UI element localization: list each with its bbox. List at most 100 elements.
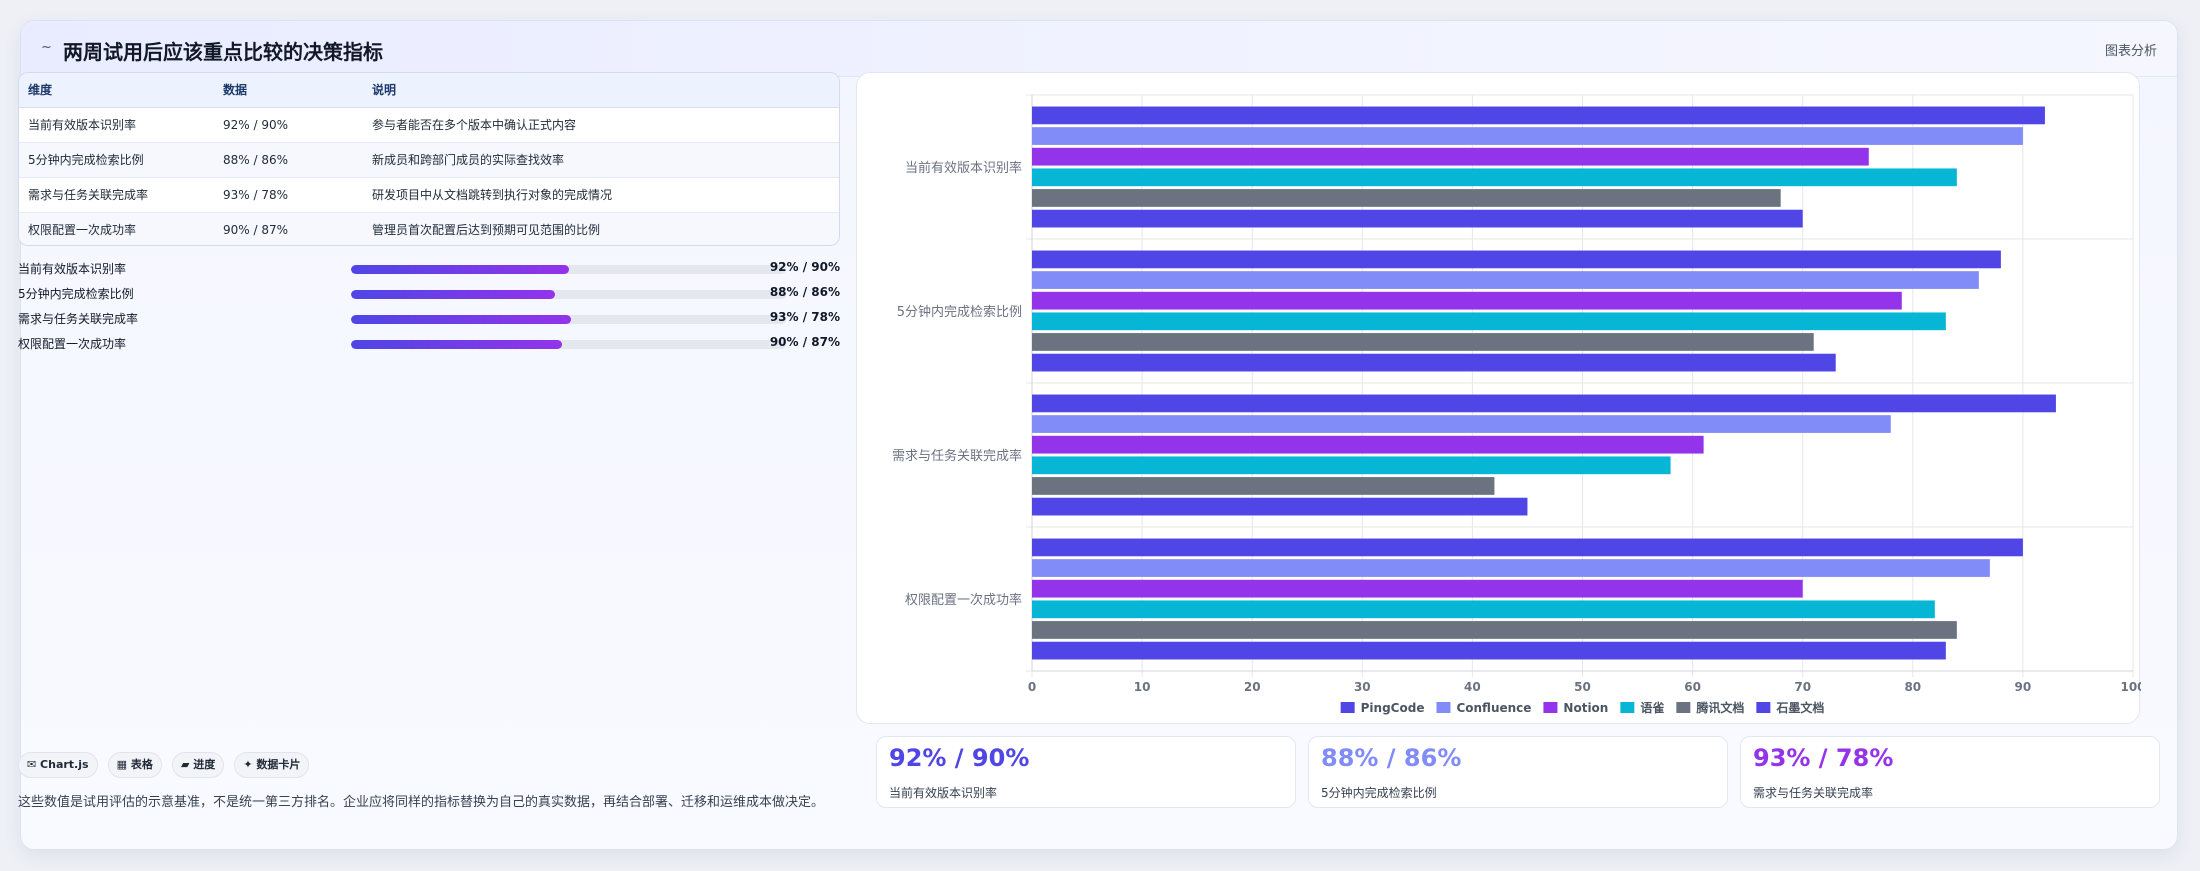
legend-label: 石墨文档	[1775, 700, 1824, 715]
stat-card: 92% / 90% 当前有效版本识别率	[876, 736, 1296, 808]
tag-data-card[interactable]: ✦ 数据卡片	[234, 752, 310, 778]
bar	[1032, 415, 1891, 433]
tag-progress[interactable]: ▰ 进度	[171, 752, 225, 778]
stat-label: 当前有效版本识别率	[889, 786, 998, 800]
bar	[1032, 353, 1836, 372]
bar	[1032, 168, 1957, 187]
progress-track	[351, 265, 786, 274]
bar	[1032, 559, 1990, 577]
stat-label: 5分钟内完成检索比例	[1321, 786, 1437, 800]
progress-fill	[351, 265, 569, 274]
tag-list: ✉ Chart.js ▦ 表格 ▰ 进度 ✦ 数据卡片	[18, 752, 314, 780]
legend-label: Confluence	[1456, 701, 1531, 715]
progress-track	[351, 290, 786, 299]
chart-panel: 0 10 20 30 40 50 60 70 80 90 100 当前有效版本识别率 5分钟内完成检索比…	[856, 72, 2141, 724]
bar	[1032, 333, 1814, 351]
table-row: 权限配置一次成功率 90% / 87% 管理员首次配置后达到预期可见范围的比例	[19, 212, 839, 245]
bar	[1032, 127, 2023, 145]
bar	[1032, 456, 1671, 475]
y-tick-label: 当前有效版本识别率	[905, 160, 1022, 176]
progress-value: 92% / 90%	[769, 260, 840, 274]
bar	[1032, 291, 1902, 310]
table-cell: 当前有效版本识别率	[19, 107, 214, 143]
progress-label: 需求与任务关联完成率	[18, 312, 139, 326]
progress-list: 当前有效版本识别率 92% / 90% 5分钟内完成检索比例 88% / 86%…	[18, 257, 840, 357]
legend-label: Notion	[1563, 701, 1608, 715]
progress-fill	[351, 290, 556, 299]
table-header-row: 维度 数据 说明	[19, 73, 839, 108]
tag-table[interactable]: ▦ 表格	[107, 752, 162, 778]
table-row: 当前有效版本识别率 92% / 90% 参与者能否在多个版本中确认正式内容	[19, 107, 839, 143]
x-tick-label: 70	[1794, 680, 1811, 694]
progress-value: 90% / 87%	[769, 335, 840, 349]
table-cell: 权限配置一次成功率	[19, 212, 214, 245]
x-tick-label: 50	[1574, 680, 1591, 694]
stat-card: 93% / 78% 需求与任务关联完成率	[1740, 736, 2160, 808]
bar	[1032, 209, 1803, 228]
legend-swatch	[1436, 702, 1451, 713]
bar	[1032, 271, 1979, 289]
x-tick-label: 10	[1134, 680, 1151, 694]
progress-fill	[351, 315, 571, 324]
table-cell: 5分钟内完成检索比例	[19, 142, 214, 178]
bar-chart: 0 10 20 30 40 50 60 70 80 90 100 当前有效版本识别率 5分钟内完成检索比…	[892, 94, 2141, 715]
x-tick-label: 30	[1354, 680, 1371, 694]
x-tick-label: 20	[1244, 680, 1261, 694]
legend-swatch	[1620, 702, 1635, 713]
x-tick-label: 0	[1028, 680, 1036, 694]
table-cell: 研发项目中从文档跳转到执行对象的完成情况	[363, 177, 839, 213]
x-tick-label: 60	[1684, 680, 1701, 694]
page-title: 两周试用后应该重点比较的决策指标	[63, 40, 383, 64]
bar	[1032, 394, 2056, 413]
bar	[1032, 497, 1528, 516]
table-cell: 88% / 86%	[214, 142, 363, 178]
table-cell: 92% / 90%	[214, 107, 363, 143]
bar	[1032, 641, 1946, 660]
bar	[1032, 106, 2045, 125]
bar	[1032, 600, 1935, 619]
stat-card: 88% / 86% 5分钟内完成检索比例	[1308, 736, 1728, 808]
progress-track	[351, 340, 786, 349]
legend-swatch	[1340, 702, 1355, 713]
table-cell: 93% / 78%	[214, 177, 363, 213]
table-cell: 90% / 87%	[214, 212, 363, 245]
y-tick-label: 5分钟内完成检索比例	[897, 304, 1022, 320]
x-tick-label: 80	[1904, 680, 1921, 694]
bar	[1032, 435, 1704, 454]
stat-value: 93% / 78%	[1753, 744, 1894, 772]
table-cell: 需求与任务关联完成率	[19, 177, 214, 213]
progress-row: 5分钟内完成检索比例 88% / 86%	[18, 282, 840, 307]
table-cell: 新成员和跨部门成员的实际查找效率	[363, 142, 839, 178]
table-header: 数据	[214, 73, 363, 108]
bar	[1032, 312, 1946, 331]
metrics-table: 维度 数据 说明 当前有效版本识别率 92% / 90% 参与者能否在多个版本中…	[18, 72, 840, 246]
progress-row: 当前有效版本识别率 92% / 90%	[18, 257, 840, 282]
progress-label: 权限配置一次成功率	[18, 337, 127, 351]
bar	[1032, 538, 2023, 557]
legend-swatch	[1756, 702, 1771, 713]
chart-analysis-link[interactable]: 图表分析	[2104, 44, 2157, 59]
progress-track	[351, 315, 786, 324]
table-cell: 参与者能否在多个版本中确认正式内容	[363, 107, 839, 143]
stat-value: 88% / 86%	[1321, 744, 1462, 772]
x-tick-label: 100	[2120, 680, 2141, 694]
bar	[1032, 621, 1957, 639]
table-header: 说明	[363, 73, 839, 108]
chart-line-icon: ~	[41, 40, 52, 55]
progress-fill	[351, 340, 562, 349]
progress-label: 当前有效版本识别率	[18, 262, 127, 276]
disclaimer-note: 这些数值是试用评估的示意基准，不是统一第三方排名。企业应将同样的指标替换为自己的…	[18, 795, 825, 810]
bar	[1032, 477, 1495, 495]
table-header: 维度	[19, 73, 214, 108]
progress-value: 88% / 86%	[769, 285, 840, 299]
table-row: 需求与任务关联完成率 93% / 78% 研发项目中从文档跳转到执行对象的完成情…	[19, 177, 839, 213]
y-tick-label: 需求与任务关联完成率	[892, 448, 1022, 464]
legend-label: 腾讯文档	[1695, 700, 1744, 715]
tag-chartjs[interactable]: ✉ Chart.js	[18, 752, 98, 778]
bar	[1032, 147, 1869, 166]
legend-swatch	[1543, 702, 1558, 713]
legend-swatch	[1676, 702, 1691, 713]
card-header: ~ 两周试用后应该重点比较的决策指标 图表分析	[21, 21, 2177, 77]
progress-row: 权限配置一次成功率 90% / 87%	[18, 332, 840, 357]
bar	[1032, 189, 1781, 207]
